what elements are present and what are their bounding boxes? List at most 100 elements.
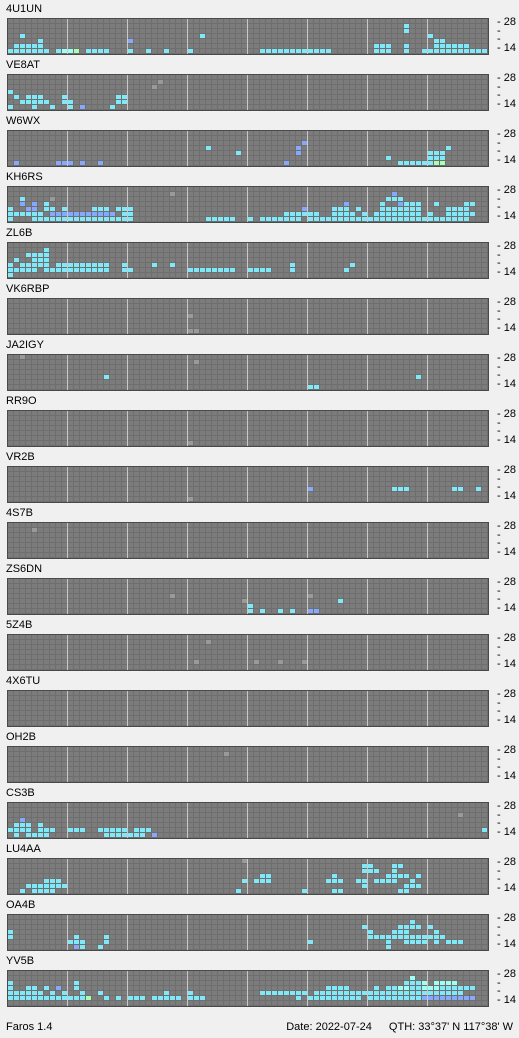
grid-cell: [434, 151, 439, 155]
grid-cell: [392, 355, 397, 359]
grid-cell: [20, 80, 25, 84]
grid-cell: [416, 360, 421, 364]
grid-cell: [200, 136, 205, 140]
grid-cell: [320, 268, 325, 272]
grid-cell: [368, 426, 373, 430]
grid-cell: [482, 243, 487, 247]
grid-cell: [140, 467, 145, 471]
grid-cell: [116, 141, 121, 145]
grid-cell: [188, 375, 193, 379]
grid-cell: [92, 95, 97, 99]
grid-cell: [116, 324, 121, 328]
grid-cell: [74, 156, 79, 160]
grid-cell: [110, 146, 115, 150]
grid-cell: [200, 187, 205, 191]
grid-cell: [224, 44, 229, 48]
grid-cell: [374, 385, 379, 389]
grid-cell: [452, 141, 457, 145]
grid-cell: [308, 263, 313, 267]
grid-cell: [74, 187, 79, 191]
grid-cell: [50, 156, 55, 160]
grid-cell: [440, 100, 445, 104]
grid-cell: [332, 75, 337, 79]
grid-cell: [200, 19, 205, 23]
grid-cell: [86, 319, 91, 323]
grid-cell: [32, 426, 37, 430]
grid-cell: [20, 319, 25, 323]
grid-cell: [110, 375, 115, 379]
grid-cell: [260, 187, 265, 191]
grid-cell: [272, 314, 277, 318]
grid-cell: [62, 380, 67, 384]
grid-cell: [356, 85, 361, 89]
grid-cell: [428, 309, 433, 313]
grid-cell: [38, 324, 43, 328]
grid-cell: [236, 29, 241, 33]
grid-cell: [368, 243, 373, 247]
grid-cell: [260, 253, 265, 257]
grid-cell: [158, 141, 163, 145]
grid-cell: [134, 141, 139, 145]
grid-cell: [404, 202, 409, 206]
grid-cell: [20, 487, 25, 491]
grid-cell: [170, 380, 175, 384]
grid-cell: [476, 207, 481, 211]
grid-cell: [464, 24, 469, 28]
grid-cell: [470, 49, 475, 53]
grid-cell: [368, 207, 373, 211]
grid-cell: [146, 146, 151, 150]
grid-cell: [194, 380, 199, 384]
grid-cell: [302, 90, 307, 94]
grid-cell: [482, 385, 487, 389]
grid-cell: [380, 319, 385, 323]
grid-cell: [218, 467, 223, 471]
grid-cell: [188, 441, 193, 445]
grid-cell: [362, 146, 367, 150]
grid-cell: [470, 75, 475, 79]
grid-cell: [26, 131, 31, 135]
grid-cell: [212, 370, 217, 374]
grid-cell: [158, 187, 163, 191]
grid-cell: [422, 421, 427, 425]
grid-cell: [242, 156, 247, 160]
grid-cell: [38, 248, 43, 252]
grid-cell: [158, 253, 163, 257]
grid-cell: [176, 263, 181, 267]
grid-cell: [188, 436, 193, 440]
grid-cell: [236, 416, 241, 420]
grid-cell: [68, 355, 73, 359]
grid-cell: [206, 482, 211, 486]
grid-cell: [62, 105, 67, 109]
grid-cell: [464, 146, 469, 150]
grid-cell: [56, 197, 61, 201]
grid-cell: [32, 29, 37, 33]
grid-cell: [356, 39, 361, 43]
grid-cell: [98, 421, 103, 425]
grid-cells: [8, 355, 487, 390]
grid-cell: [362, 29, 367, 33]
grid-cell: [446, 421, 451, 425]
grid-cell: [416, 477, 421, 481]
grid-cell: [476, 324, 481, 328]
grid-cell: [260, 482, 265, 486]
grid-cell: [296, 258, 301, 262]
grid-cell: [422, 263, 427, 267]
grid-cell: [80, 248, 85, 252]
grid-cell: [152, 324, 157, 328]
grid-cell: [212, 217, 217, 221]
grid-cell: [476, 253, 481, 257]
grid-cell: [314, 467, 319, 471]
grid-cell: [428, 29, 433, 33]
grid-cell: [266, 243, 271, 247]
grid-cell: [134, 131, 139, 135]
grid-cell: [56, 156, 61, 160]
grid-cell: [326, 146, 331, 150]
grid-cell: [14, 426, 19, 430]
grid-cell: [212, 319, 217, 323]
grid-cell: [104, 436, 109, 440]
grid-cell: [470, 426, 475, 430]
grid-cell: [314, 197, 319, 201]
grid-cell: [434, 370, 439, 374]
grid-cell: [458, 131, 463, 135]
grid-cell: [278, 487, 283, 491]
